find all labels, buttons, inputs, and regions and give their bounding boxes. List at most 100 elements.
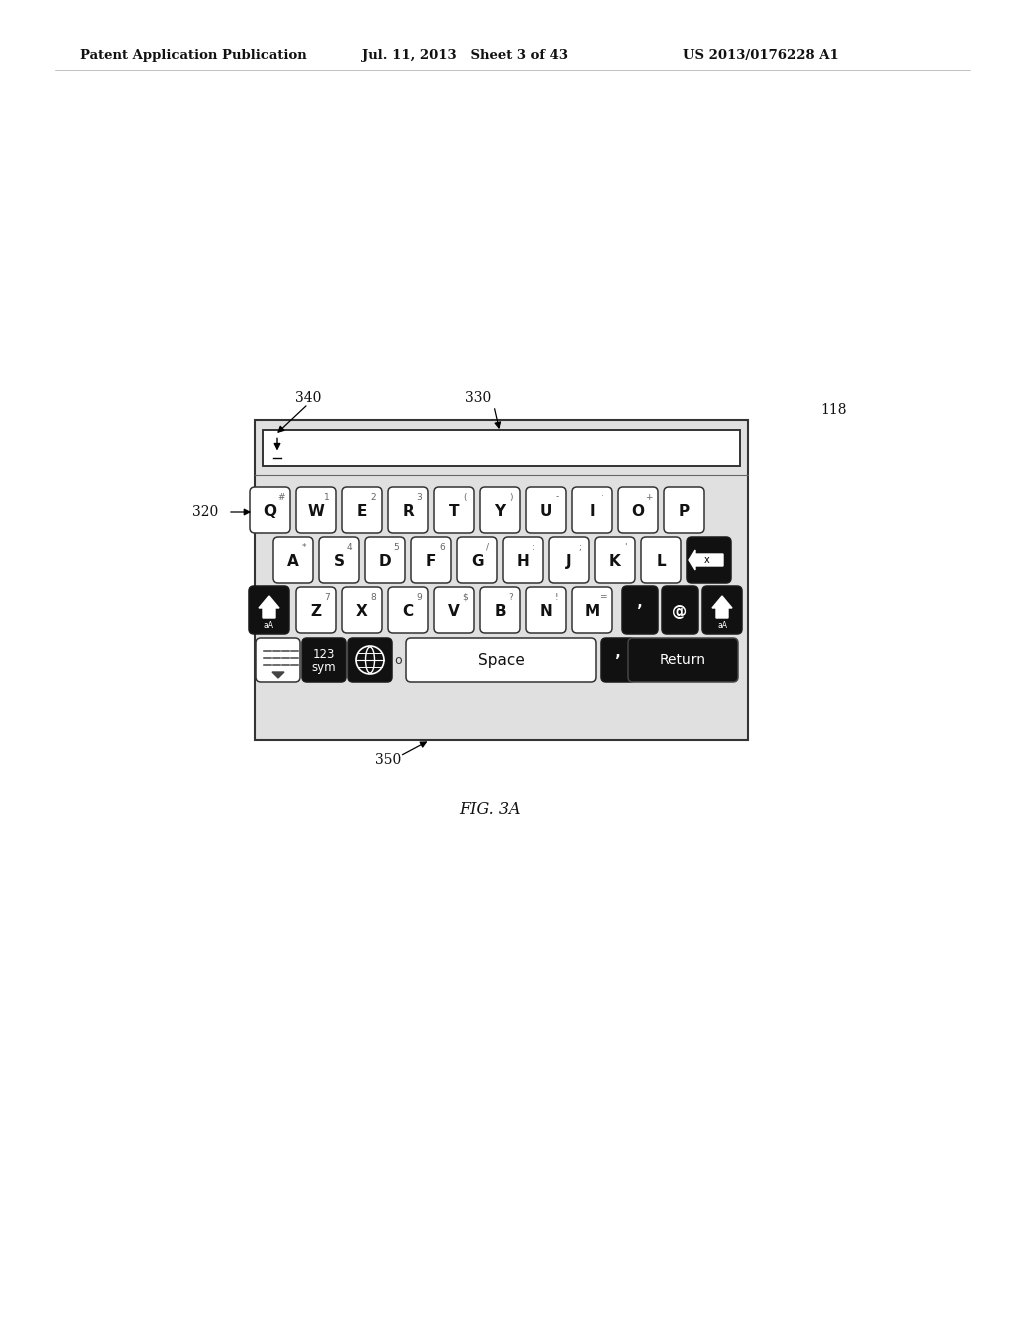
Text: V: V [449, 605, 460, 619]
FancyBboxPatch shape [263, 430, 740, 466]
Text: M: M [585, 605, 600, 619]
Text: D: D [379, 554, 391, 569]
Text: sym: sym [311, 661, 336, 675]
Text: S: S [334, 554, 344, 569]
FancyBboxPatch shape [549, 537, 589, 583]
FancyBboxPatch shape [526, 587, 566, 634]
FancyBboxPatch shape [641, 537, 681, 583]
FancyBboxPatch shape [434, 487, 474, 533]
FancyBboxPatch shape [296, 587, 336, 634]
Text: N: N [540, 605, 552, 619]
FancyBboxPatch shape [662, 586, 698, 634]
Text: Jul. 11, 2013   Sheet 3 of 43: Jul. 11, 2013 Sheet 3 of 43 [362, 49, 568, 62]
Text: 7: 7 [324, 593, 330, 602]
Text: Space: Space [477, 652, 524, 668]
FancyBboxPatch shape [618, 487, 658, 533]
FancyBboxPatch shape [595, 537, 635, 583]
Text: P: P [679, 504, 689, 519]
Text: B: B [495, 605, 506, 619]
Text: o: o [394, 653, 401, 667]
Text: 9: 9 [416, 593, 422, 602]
FancyBboxPatch shape [664, 487, 705, 533]
FancyBboxPatch shape [572, 487, 612, 533]
Text: E: E [356, 504, 368, 519]
Text: 3: 3 [416, 492, 422, 502]
Text: 340: 340 [295, 391, 322, 405]
Text: 123: 123 [312, 648, 335, 661]
Text: ): ) [509, 492, 513, 502]
Text: T: T [449, 504, 459, 519]
Polygon shape [689, 550, 723, 570]
Text: Y: Y [495, 504, 506, 519]
FancyBboxPatch shape [406, 638, 596, 682]
FancyBboxPatch shape [503, 537, 543, 583]
FancyBboxPatch shape [273, 537, 313, 583]
Text: Q: Q [263, 504, 276, 519]
Text: (: ( [463, 492, 467, 502]
Text: aA: aA [264, 622, 274, 631]
Text: ?: ? [509, 593, 513, 602]
Text: *: * [301, 543, 306, 552]
Text: C: C [402, 605, 414, 619]
Text: #: # [278, 492, 285, 502]
FancyBboxPatch shape [342, 587, 382, 634]
FancyBboxPatch shape [302, 638, 346, 682]
Text: =: = [599, 593, 606, 602]
Text: :: : [532, 543, 536, 552]
FancyBboxPatch shape [687, 537, 731, 583]
Text: aA: aA [717, 622, 727, 631]
Text: G: G [471, 554, 483, 569]
Text: US 2013/0176228 A1: US 2013/0176228 A1 [683, 49, 839, 62]
FancyBboxPatch shape [601, 638, 635, 682]
Text: O: O [632, 504, 644, 519]
FancyBboxPatch shape [249, 586, 289, 634]
Text: H: H [517, 554, 529, 569]
Text: -: - [555, 492, 558, 502]
Text: 330: 330 [465, 391, 492, 405]
Text: R: R [402, 504, 414, 519]
Text: /: / [486, 543, 489, 552]
Text: @: @ [673, 605, 688, 619]
FancyBboxPatch shape [434, 587, 474, 634]
Text: ': ' [625, 543, 627, 552]
Polygon shape [712, 597, 732, 618]
Text: I: I [589, 504, 595, 519]
Polygon shape [259, 597, 279, 618]
Text: 8: 8 [370, 593, 376, 602]
Text: J: J [566, 554, 571, 569]
Text: ’: ’ [615, 655, 621, 669]
Text: Return: Return [660, 653, 706, 667]
Text: ·: · [601, 492, 604, 502]
FancyBboxPatch shape [457, 537, 497, 583]
Text: FIG. 3A: FIG. 3A [459, 801, 521, 818]
FancyBboxPatch shape [572, 587, 612, 634]
Text: 1: 1 [324, 492, 330, 502]
FancyBboxPatch shape [319, 537, 359, 583]
Text: !: ! [555, 593, 559, 602]
Text: W: W [307, 504, 325, 519]
FancyBboxPatch shape [411, 537, 451, 583]
Text: x: x [705, 554, 710, 565]
FancyBboxPatch shape [480, 587, 520, 634]
FancyBboxPatch shape [702, 586, 742, 634]
Text: 350: 350 [375, 752, 401, 767]
Text: ’: ’ [637, 605, 643, 619]
FancyBboxPatch shape [388, 487, 428, 533]
FancyBboxPatch shape [342, 487, 382, 533]
Text: 4: 4 [347, 543, 352, 552]
Text: L: L [656, 554, 666, 569]
FancyBboxPatch shape [365, 537, 406, 583]
FancyBboxPatch shape [622, 586, 658, 634]
FancyBboxPatch shape [526, 487, 566, 533]
FancyBboxPatch shape [480, 487, 520, 533]
Text: $: $ [462, 593, 468, 602]
Text: A: A [287, 554, 299, 569]
Text: 5: 5 [393, 543, 398, 552]
FancyBboxPatch shape [296, 487, 336, 533]
Text: 118: 118 [820, 403, 847, 417]
FancyBboxPatch shape [348, 638, 392, 682]
Text: 320: 320 [193, 506, 218, 519]
Text: ;: ; [579, 543, 582, 552]
Text: Patent Application Publication: Patent Application Publication [80, 49, 307, 62]
FancyBboxPatch shape [256, 638, 300, 682]
